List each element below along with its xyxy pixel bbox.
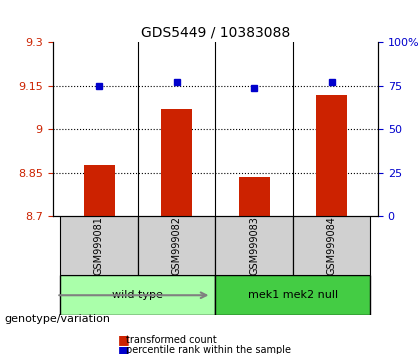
Bar [84,165,115,216]
Text: mek1 mek2 null: mek1 mek2 null [248,290,338,300]
Bar [239,177,270,216]
FancyBboxPatch shape [215,216,293,275]
Text: ■: ■ [118,333,129,346]
Text: ■: ■ [118,344,129,354]
Text: GSM999084: GSM999084 [326,216,336,275]
Text: GSM999083: GSM999083 [249,216,259,275]
FancyBboxPatch shape [138,216,215,275]
Text: genotype/variation: genotype/variation [4,314,110,324]
FancyBboxPatch shape [60,216,138,275]
FancyBboxPatch shape [60,275,215,315]
FancyBboxPatch shape [293,216,370,275]
Bar [316,95,347,216]
Text: GSM999081: GSM999081 [94,216,104,275]
Text: wild type: wild type [112,290,163,300]
Title: GDS5449 / 10383088: GDS5449 / 10383088 [141,26,290,40]
Text: GSM999082: GSM999082 [171,216,181,275]
Text: transformed count: transformed count [126,335,217,345]
Text: percentile rank within the sample: percentile rank within the sample [126,346,291,354]
Bar [161,109,192,216]
FancyBboxPatch shape [215,275,370,315]
